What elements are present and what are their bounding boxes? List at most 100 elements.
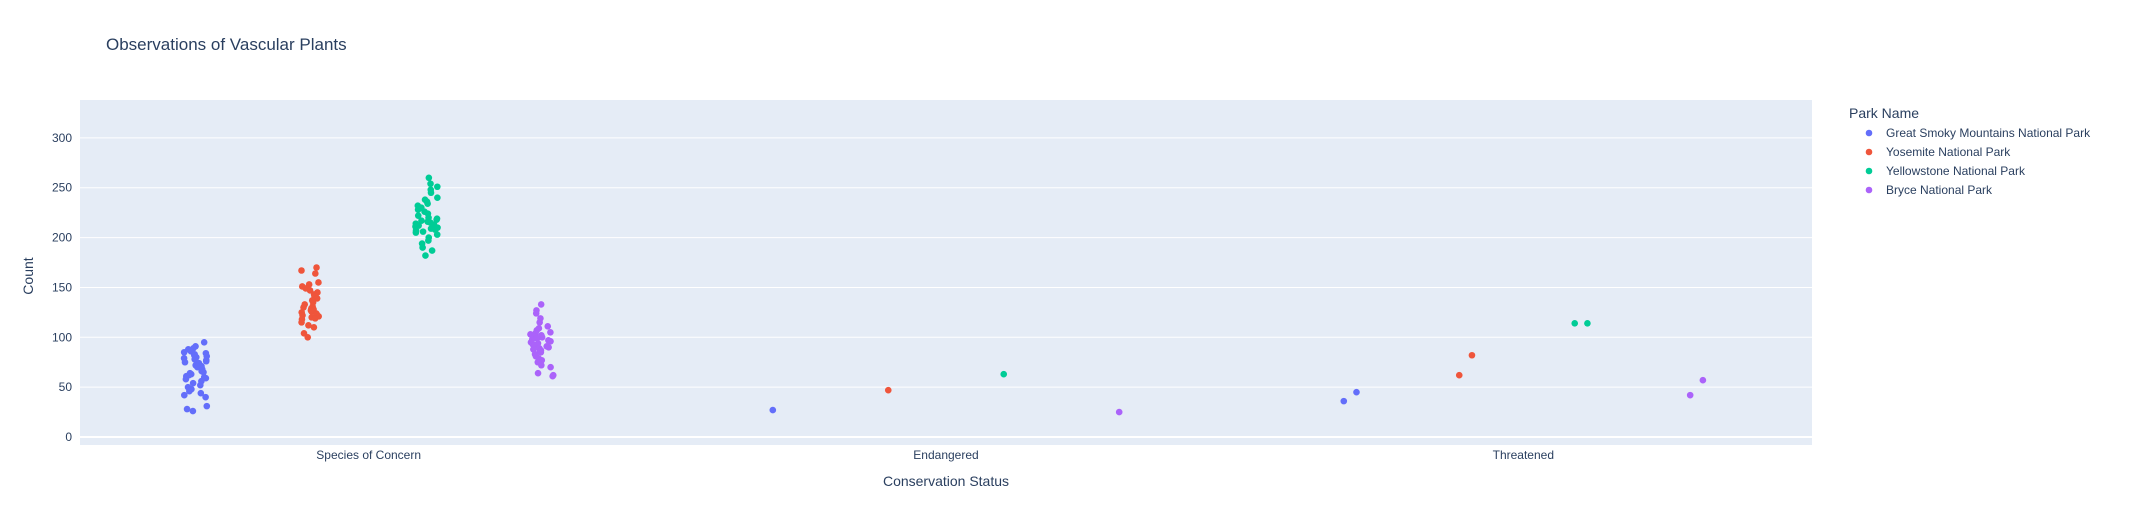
data-point[interactable] — [412, 229, 420, 236]
data-point[interactable] — [202, 357, 210, 365]
legend-label[interactable]: Bryce National Park — [1886, 183, 1993, 197]
data-point[interactable] — [189, 379, 197, 387]
y-tick-label: 250 — [52, 181, 72, 195]
data-point[interactable] — [197, 389, 205, 397]
y-tick-label: 50 — [59, 380, 73, 394]
data-point[interactable] — [181, 391, 188, 399]
data-point[interactable] — [298, 319, 305, 326]
data-point[interactable] — [1353, 388, 1360, 396]
data-point[interactable] — [419, 228, 427, 235]
data-point[interactable] — [433, 216, 440, 223]
data-point[interactable] — [533, 335, 541, 342]
data-point[interactable] — [181, 358, 189, 366]
data-point[interactable] — [298, 267, 305, 274]
x-tick-label: Species of Concern — [316, 448, 421, 462]
data-point[interactable] — [189, 407, 197, 415]
x-tick-label: Endangered — [913, 448, 978, 462]
data-point[interactable] — [180, 348, 188, 356]
data-point[interactable] — [769, 406, 777, 414]
data-point[interactable] — [884, 386, 892, 394]
legend-items[interactable]: Great Smoky Mountains National Park Yosem… — [1865, 126, 2091, 197]
data-point[interactable] — [305, 322, 312, 329]
legend-label[interactable]: Yosemite National Park — [1886, 145, 2011, 159]
data-point[interactable] — [547, 363, 554, 371]
data-point[interactable] — [191, 355, 198, 363]
data-point[interactable] — [414, 212, 422, 219]
data-point[interactable] — [425, 174, 433, 182]
legend-marker[interactable] — [1865, 186, 1873, 194]
data-point[interactable] — [427, 189, 435, 197]
data-point[interactable] — [311, 315, 319, 322]
data-point[interactable] — [530, 345, 537, 353]
data-point[interactable] — [310, 324, 318, 331]
data-point[interactable] — [197, 381, 204, 389]
data-point[interactable] — [313, 295, 321, 302]
data-point[interactable] — [1571, 320, 1579, 327]
y-tick-label: 0 — [65, 430, 72, 444]
data-point[interactable] — [422, 252, 429, 259]
data-point[interactable] — [1584, 320, 1591, 327]
data-point[interactable] — [538, 361, 545, 369]
chart-title: Observations of Vascular Plants — [106, 35, 347, 54]
data-point[interactable] — [1000, 370, 1008, 378]
data-point[interactable] — [537, 348, 545, 356]
data-point[interactable] — [1455, 371, 1463, 379]
data-point[interactable] — [312, 270, 319, 277]
x-tick-labels: Species of Concern Endangered Threatened — [316, 448, 1554, 462]
data-point[interactable] — [1699, 376, 1707, 384]
y-tick-labels: 0 50 100 150 200 250 300 — [52, 131, 72, 444]
data-point[interactable] — [424, 200, 431, 207]
y-tick-label: 300 — [52, 131, 72, 145]
legend-marker[interactable] — [1865, 148, 1873, 156]
data-point[interactable] — [1340, 397, 1348, 405]
data-point[interactable] — [300, 304, 307, 311]
data-point[interactable] — [534, 369, 542, 377]
data-point[interactable] — [1686, 391, 1694, 399]
legend[interactable]: Park Name Great Smoky Mountains National… — [1849, 105, 2091, 197]
legend-label[interactable]: Yellowstone National Park — [1886, 164, 2026, 178]
plot-area[interactable] — [80, 100, 1812, 445]
x-axis-title: Conservation Status — [883, 473, 1009, 489]
y-axis-title: Count — [20, 257, 36, 294]
data-point[interactable] — [304, 334, 312, 341]
data-point[interactable] — [544, 323, 552, 330]
data-point[interactable] — [183, 405, 191, 413]
y-tick-label: 150 — [52, 280, 72, 294]
data-point[interactable] — [425, 237, 432, 244]
data-point[interactable] — [1468, 351, 1476, 359]
data-point[interactable] — [200, 368, 207, 376]
data-point[interactable] — [433, 231, 441, 238]
data-point[interactable] — [186, 387, 193, 395]
data-point[interactable] — [434, 183, 441, 191]
data-point[interactable] — [203, 402, 211, 410]
data-point[interactable] — [414, 206, 422, 213]
y-tick-label: 200 — [52, 231, 72, 245]
data-point[interactable] — [202, 393, 209, 401]
data-point[interactable] — [315, 279, 322, 286]
data-point[interactable] — [200, 338, 208, 346]
x-tick-label: Threatened — [1493, 448, 1554, 462]
legend-marker[interactable] — [1865, 167, 1873, 175]
data-point[interactable] — [545, 343, 552, 351]
data-point[interactable] — [182, 375, 190, 383]
legend-marker[interactable] — [1865, 129, 1873, 137]
data-point[interactable] — [1115, 408, 1123, 416]
data-point[interactable] — [313, 264, 320, 271]
data-point[interactable] — [536, 319, 543, 326]
data-point[interactable] — [428, 247, 436, 254]
data-point[interactable] — [431, 226, 439, 233]
data-point[interactable] — [434, 194, 441, 202]
legend-label[interactable]: Great Smoky Mountains National Park — [1886, 126, 2091, 140]
data-point[interactable] — [538, 334, 546, 341]
data-point[interactable] — [549, 372, 556, 380]
data-point[interactable] — [537, 301, 545, 308]
data-point[interactable] — [427, 180, 434, 188]
data-point[interactable] — [547, 338, 554, 345]
data-point[interactable] — [547, 329, 554, 336]
data-point[interactable] — [418, 217, 425, 224]
data-points — [180, 174, 1707, 416]
data-point[interactable] — [532, 310, 540, 317]
data-point[interactable] — [419, 244, 426, 251]
